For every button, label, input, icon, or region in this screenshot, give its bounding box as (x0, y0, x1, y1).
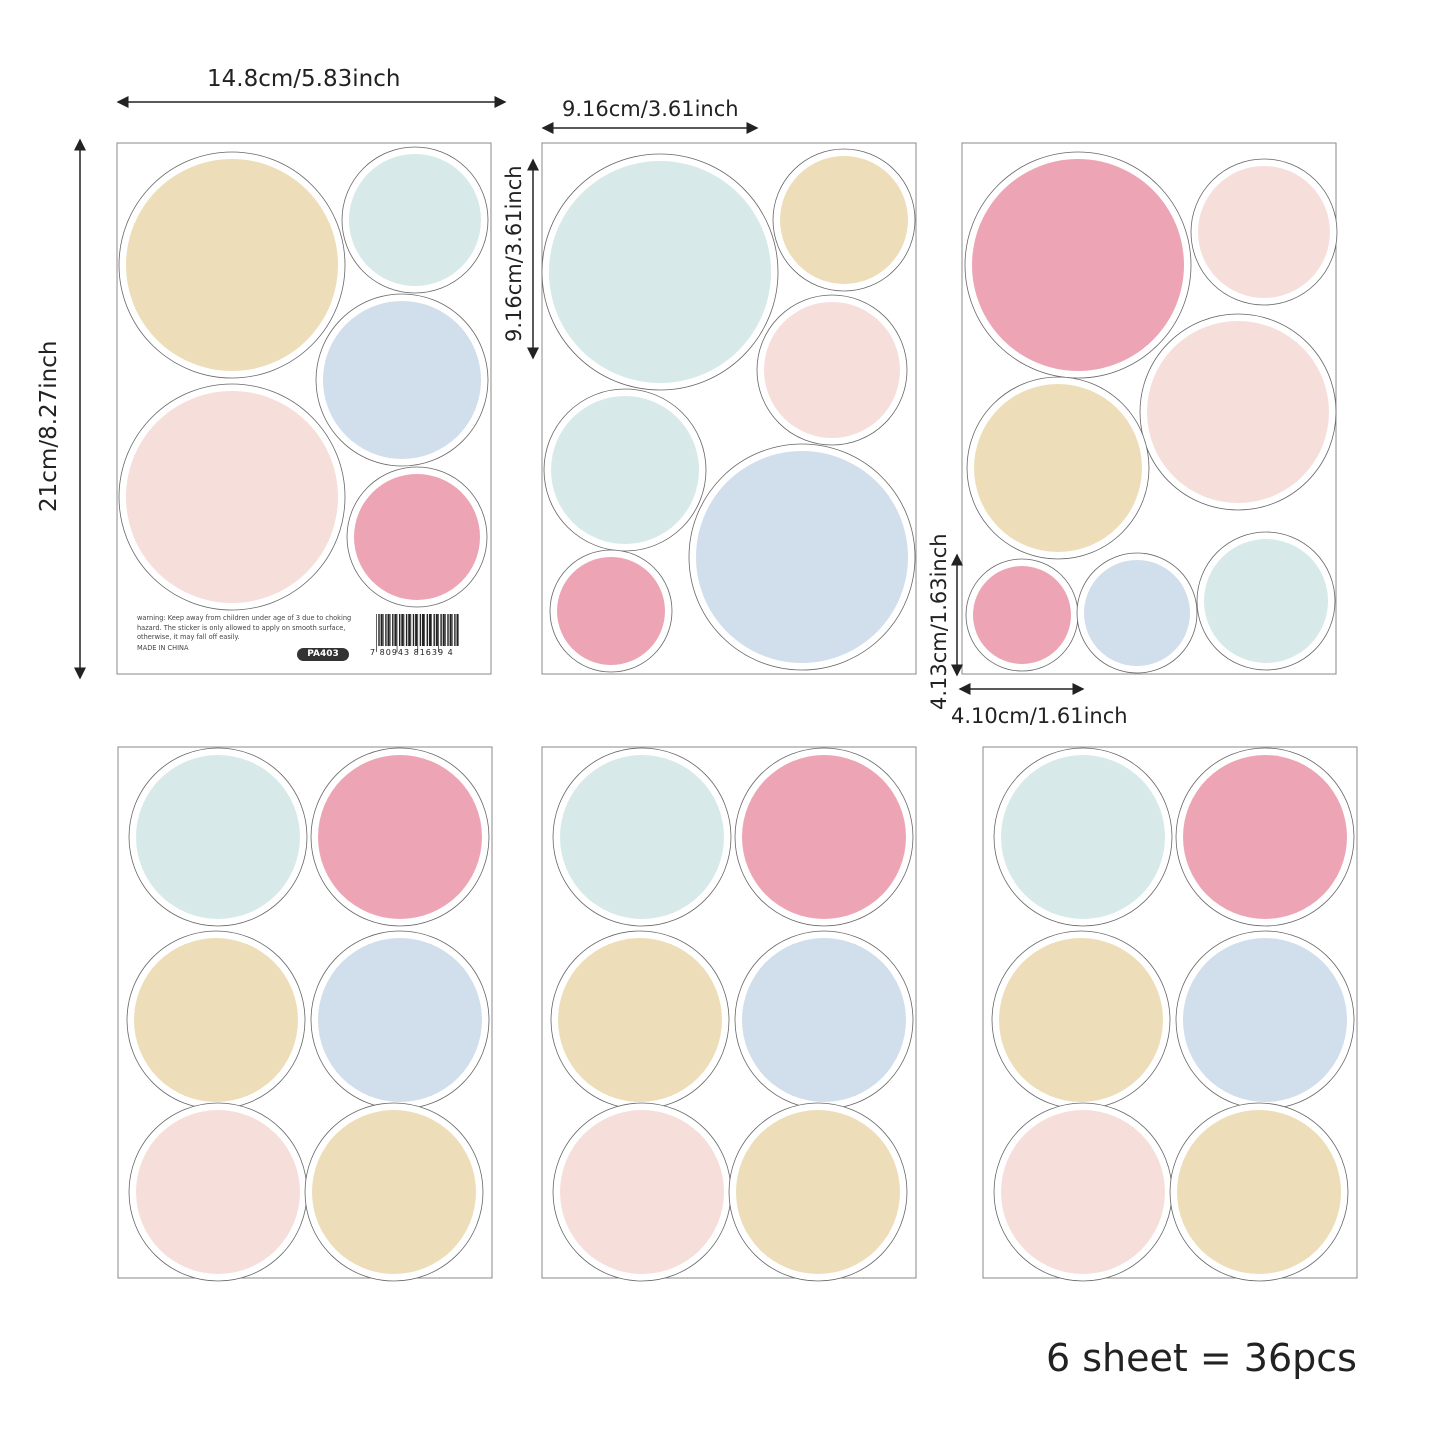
watercolor-dot-blue (318, 938, 482, 1102)
watercolor-dot-mint (136, 755, 300, 919)
barcode-bar (419, 614, 422, 646)
total-count-text: 6 sheet = 36pcs (1046, 1336, 1357, 1380)
barcode-bar (431, 614, 432, 646)
watercolor-dot-pink (1183, 755, 1347, 919)
watercolor-dot-beige (312, 1110, 476, 1274)
warning-text: warning: Keep away from children under a… (137, 614, 352, 641)
sheet-width-label: 14.8cm/5.83inch (207, 66, 401, 92)
small-circle-width-label: 4.10cm/1.61inch (951, 704, 1128, 728)
watercolor-dot-pink (972, 159, 1184, 371)
barcode-bar (440, 614, 442, 646)
watercolor-dot-beige (780, 156, 908, 284)
made-in-text: MADE IN CHINA (137, 644, 189, 652)
barcode-bar (410, 614, 412, 646)
watercolor-dot-mint (349, 154, 481, 286)
watercolor-dot-pink (973, 566, 1071, 664)
watercolor-dot-beige (999, 938, 1163, 1102)
barcode-bar (380, 614, 383, 646)
sheet-height-label: 21cm/8.27inch (36, 340, 62, 512)
watercolor-dot-blush (1147, 321, 1329, 503)
barcode-bar (389, 614, 391, 646)
watercolor-dot-pink (354, 474, 480, 600)
watercolor-dot-mint (551, 396, 699, 544)
product-code-badge: PA403 (297, 648, 349, 661)
watercolor-dot-mint (1204, 539, 1328, 663)
watercolor-dot-blush (1001, 1110, 1165, 1274)
watercolor-dot-beige (558, 938, 722, 1102)
barcode-bar (426, 614, 428, 646)
barcode-bar (417, 614, 419, 652)
barcode-bar (451, 614, 453, 646)
barcode-bar (435, 614, 438, 646)
barcode-bar (408, 614, 411, 646)
watercolor-dot-beige (134, 938, 298, 1102)
barcode-number: 7 80943 81639 4 (370, 648, 454, 657)
watercolor-dot-blue (742, 938, 906, 1102)
barcode-bar (456, 614, 459, 646)
watercolor-dot-pink (742, 755, 906, 919)
watercolor-dot-pink (557, 557, 665, 665)
barcode-bar (394, 614, 397, 646)
barcode-bar (415, 614, 418, 646)
watercolor-dot-blush (1198, 166, 1330, 298)
barcode-bar (401, 614, 404, 646)
barcode-bar (387, 614, 390, 646)
watercolor-dot-blush (136, 1110, 300, 1274)
barcode-bar (445, 614, 446, 646)
watercolor-dot-beige (974, 384, 1142, 552)
barcode-bar (392, 614, 394, 646)
watercolor-dot-beige (126, 159, 338, 371)
watercolor-dot-mint (560, 755, 724, 919)
barcode-bar (442, 614, 445, 646)
barcode-bar (396, 614, 398, 652)
large-circle-height-label: 9.16cm/3.61inch (502, 165, 526, 342)
watercolor-dot-beige (1177, 1110, 1341, 1274)
barcode-bar (433, 614, 435, 646)
barcode-bar (376, 614, 377, 652)
watercolor-dot-blush (126, 391, 338, 603)
watercolor-dot-blue (1084, 560, 1190, 666)
barcode-bar (382, 614, 384, 646)
large-circle-width-label: 9.16cm/3.61inch (562, 97, 739, 121)
watercolor-dot-mint (1001, 755, 1165, 919)
barcode-bar (399, 614, 401, 646)
barcode-bar (385, 614, 387, 646)
watercolor-dot-blue (1183, 938, 1347, 1102)
barcode-bar (424, 614, 425, 646)
watercolor-dot-blue (696, 451, 908, 663)
barcode-bar (378, 614, 380, 646)
barcode-bar (447, 614, 449, 646)
barcode-bar (449, 614, 452, 646)
watercolor-dot-mint (549, 161, 771, 383)
watercolor-dot-blush (764, 302, 900, 438)
barcode-bar (428, 614, 431, 646)
watercolor-dot-blush (560, 1110, 724, 1274)
small-circle-height-label: 4.13cm/1.63inch (927, 533, 951, 710)
barcode-bar (422, 614, 425, 646)
barcode-bar (403, 614, 405, 646)
barcode-bar (438, 614, 439, 652)
barcode-bar (454, 614, 456, 646)
barcode-bar (405, 614, 408, 646)
watercolor-dot-pink (318, 755, 482, 919)
watercolor-dot-beige (736, 1110, 900, 1274)
watercolor-dot-blue (323, 301, 481, 459)
barcode-bar (412, 614, 415, 646)
